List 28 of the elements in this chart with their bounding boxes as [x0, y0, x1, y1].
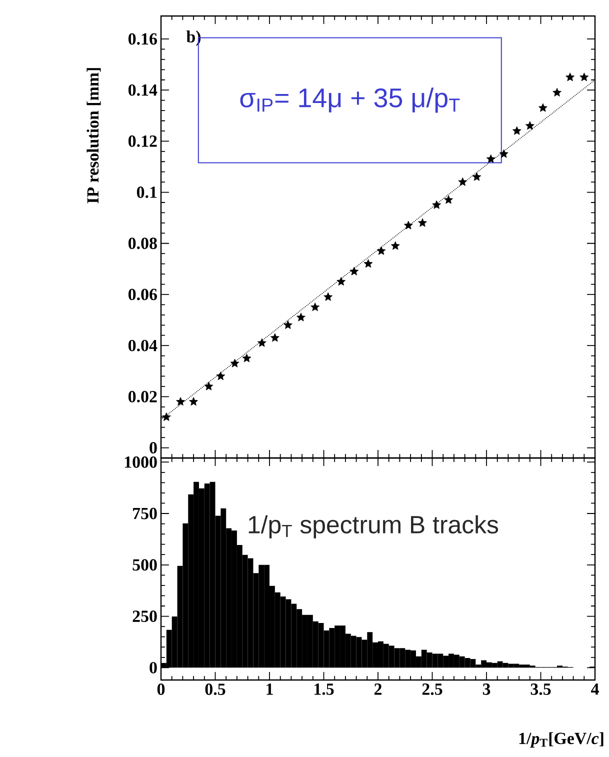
y-axis-title: IP resolution [mm]	[86, 68, 101, 204]
x-tick-label: 0.5	[205, 684, 226, 696]
annotation: 1/p$_{T}$ spectrum B tracks	[248, 515, 498, 538]
x-tick-label: 2.5	[422, 684, 442, 695]
x-tick-label: 3	[482, 684, 490, 695]
y-tick-label: 250	[132, 610, 157, 622]
y-tick-label: 0.02	[128, 390, 157, 402]
x-tick-label: 1	[266, 684, 273, 695]
x-tick-label: 3.5	[530, 684, 551, 695]
y-tick-label: 0.06	[128, 288, 157, 300]
y-tick-label: 750	[133, 508, 157, 520]
y-tick-label: 0.14	[128, 84, 158, 96]
x-tick-label: 1.5	[314, 684, 334, 695]
y-tick-label: 0.12	[128, 135, 157, 147]
x-tick-label: 4	[591, 684, 599, 695]
annotation: σ$_{IP}$= 14μ + 35 μ/p$_{T}$	[240, 88, 460, 113]
annotation: b)	[186, 30, 201, 46]
x-axis-title: 1/p$_{T}$[GeV/c]	[519, 732, 604, 748]
x-tick-label: 2	[374, 684, 382, 695]
y-tick-label: 0	[150, 442, 157, 454]
y-tick-label: 1000	[124, 456, 157, 468]
y-tick-label: 0.1	[136, 186, 157, 198]
y-tick-label: 0.16	[128, 33, 157, 45]
x-tick-label: 0	[157, 684, 165, 695]
y-tick-label: 0.04	[128, 340, 158, 352]
y-tick-label: 0.08	[128, 238, 157, 250]
y-tick-label: 500	[132, 559, 157, 571]
y-tick-label: 0	[150, 662, 157, 674]
